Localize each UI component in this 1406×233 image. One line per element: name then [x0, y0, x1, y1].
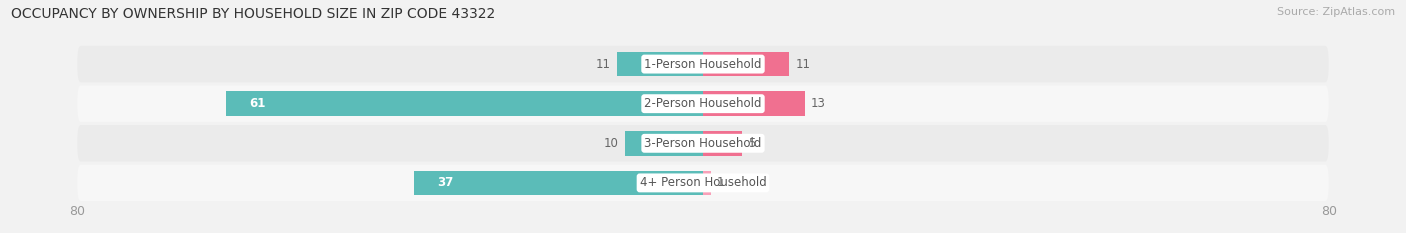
- Text: OCCUPANCY BY OWNERSHIP BY HOUSEHOLD SIZE IN ZIP CODE 43322: OCCUPANCY BY OWNERSHIP BY HOUSEHOLD SIZE…: [11, 7, 495, 21]
- Bar: [624, 131, 703, 156]
- Bar: [617, 52, 703, 76]
- Bar: [703, 171, 711, 195]
- Bar: [226, 91, 703, 116]
- Bar: [703, 131, 742, 156]
- Text: 11: 11: [796, 58, 810, 71]
- Bar: [413, 171, 703, 195]
- FancyBboxPatch shape: [77, 165, 1329, 201]
- FancyBboxPatch shape: [77, 86, 1329, 122]
- FancyBboxPatch shape: [77, 46, 1329, 82]
- Text: 61: 61: [249, 97, 266, 110]
- Text: 10: 10: [603, 137, 619, 150]
- Text: 4+ Person Household: 4+ Person Household: [640, 176, 766, 189]
- Text: 1-Person Household: 1-Person Household: [644, 58, 762, 71]
- Text: 37: 37: [437, 176, 453, 189]
- Text: 13: 13: [811, 97, 825, 110]
- Text: Source: ZipAtlas.com: Source: ZipAtlas.com: [1277, 7, 1395, 17]
- FancyBboxPatch shape: [77, 125, 1329, 161]
- Text: 5: 5: [748, 137, 756, 150]
- Text: 3-Person Household: 3-Person Household: [644, 137, 762, 150]
- Text: 11: 11: [596, 58, 610, 71]
- Bar: [703, 52, 789, 76]
- Bar: [703, 91, 804, 116]
- Text: 1: 1: [717, 176, 724, 189]
- Text: 2-Person Household: 2-Person Household: [644, 97, 762, 110]
